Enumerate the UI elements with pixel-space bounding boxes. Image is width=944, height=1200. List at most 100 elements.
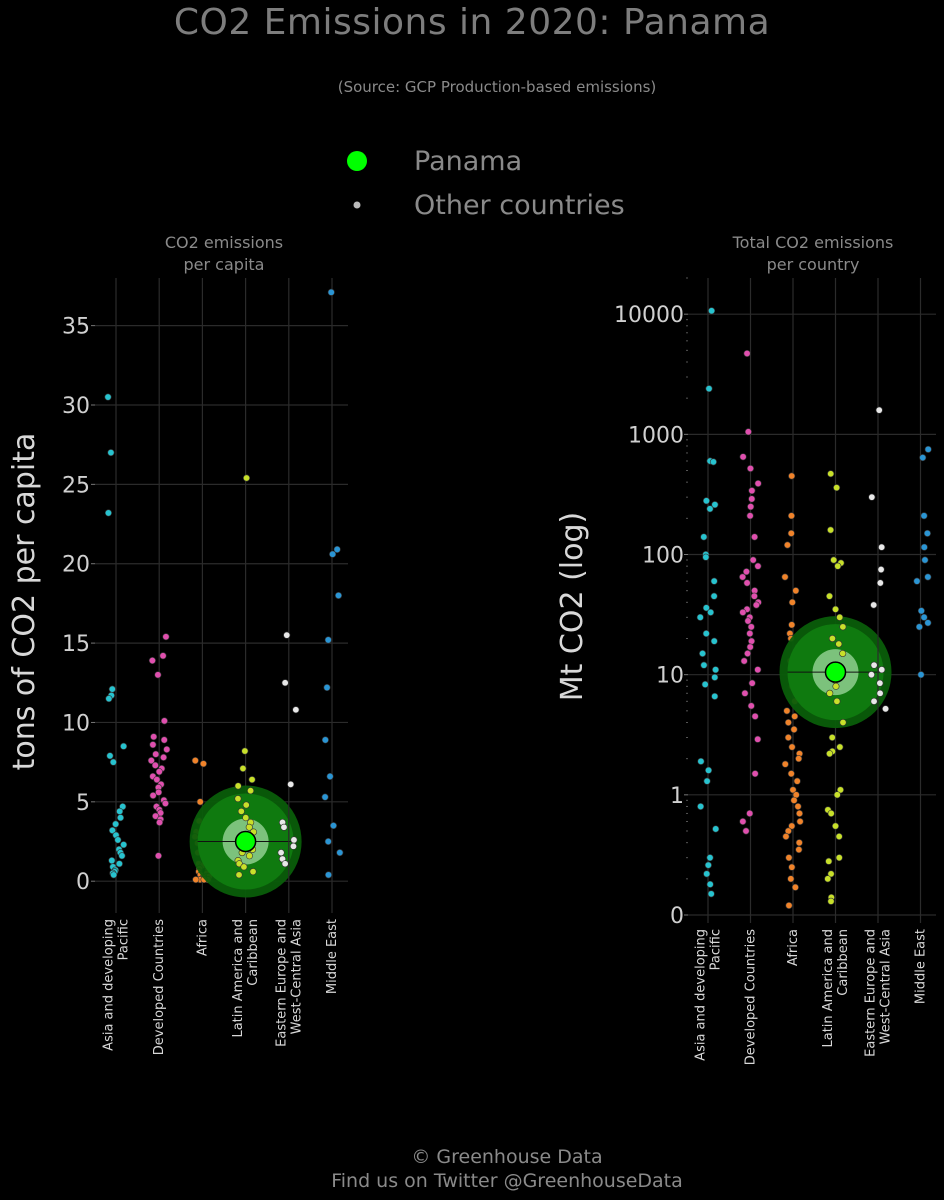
panel2-point-asia-and-developing-pacific xyxy=(702,604,710,612)
panel2-point-developed-countries xyxy=(748,495,756,503)
panel2-point-asia-and-developing-pacific xyxy=(709,458,717,466)
panel2-highlight-halo-outer xyxy=(779,616,892,729)
panel1-point-latin-america-and-caribbean xyxy=(243,842,251,850)
panel1-tick-label-x: Developed Countries xyxy=(152,919,167,1055)
panel1-point-asia-and-developing-pacific xyxy=(107,449,115,457)
panel2-point-eastern-europe-and-west-central-asia xyxy=(876,689,884,697)
panel1-point-africa xyxy=(203,869,211,877)
panel1-point-asia-and-developing-pacific xyxy=(108,857,116,865)
panel2-point-middle-east xyxy=(924,445,932,453)
panel1-point-africa xyxy=(191,833,199,841)
panel2-point-latin-america-and-caribbean xyxy=(833,697,841,705)
panel1-point-middle-east xyxy=(321,793,329,801)
legend-highlight-marker xyxy=(347,151,367,171)
panel1-point-latin-america-and-caribbean xyxy=(239,764,247,772)
panel1-point-developed-countries xyxy=(147,757,155,765)
panel2-point-africa xyxy=(781,573,789,581)
panel2-point-asia-and-developing-pacific xyxy=(703,777,711,785)
panel2-point-latin-america-and-caribbean xyxy=(835,640,843,648)
panel2-point-eastern-europe-and-west-central-asia xyxy=(870,661,878,669)
panel2-point-africa xyxy=(795,755,803,763)
panel1-point-middle-east xyxy=(327,288,335,296)
panel2-tick-label-y: 0 xyxy=(670,904,684,929)
panel2-point-africa xyxy=(795,846,803,854)
panel1-tick-label-x: Eastern Europe and xyxy=(274,919,289,1047)
panel2-point-africa xyxy=(796,750,804,758)
panel2-point-africa xyxy=(795,693,803,701)
panel2-point-developed-countries xyxy=(746,512,754,520)
chart-subtitle: (Source: GCP Production-based emissions) xyxy=(337,78,657,96)
panel2-tick-label-x: West-Central Asia xyxy=(879,929,894,1044)
panel1-point-middle-east xyxy=(336,849,344,857)
panel2-point-africa xyxy=(787,529,795,537)
panel2-point-africa xyxy=(788,472,796,480)
panel2-point-africa xyxy=(781,760,789,768)
panel1-point-latin-america-and-caribbean xyxy=(235,860,243,868)
panel2-point-africa xyxy=(788,822,796,830)
panel2-point-middle-east xyxy=(920,613,928,621)
panel2-point-asia-and-developing-pacific xyxy=(710,592,718,600)
panel1-point-asia-and-developing-pacific xyxy=(111,866,119,874)
panel1-point-asia-and-developing-pacific xyxy=(112,820,120,828)
panel1-y-axis-label: tons of CO2 per capita xyxy=(7,433,42,771)
panel1-point-latin-america-and-caribbean xyxy=(242,801,250,809)
legend-others-marker xyxy=(353,201,361,209)
panel2-point-africa xyxy=(782,833,790,841)
panel2-point-developed-countries xyxy=(751,587,759,595)
panel1-point-middle-east xyxy=(325,871,333,879)
panel1-point-africa xyxy=(205,872,213,880)
panel2-point-latin-america-and-caribbean xyxy=(826,592,834,600)
panel2-point-latin-america-and-caribbean xyxy=(826,750,834,758)
panel2-point-latin-america-and-caribbean xyxy=(828,747,836,755)
panel1-point-africa xyxy=(191,757,199,765)
panel1-point-africa xyxy=(199,861,207,869)
panel1-point-latin-america-and-caribbean xyxy=(240,863,248,871)
panel2-point-latin-america-and-caribbean xyxy=(827,870,835,878)
panel1-point-asia-and-developing-pacific xyxy=(118,852,126,860)
panel1-point-developed-countries xyxy=(153,776,161,784)
panel2-point-eastern-europe-and-west-central-asia xyxy=(870,601,878,609)
panel2-point-africa xyxy=(791,676,799,684)
panel2-point-developed-countries xyxy=(754,598,762,606)
panel1-point-africa xyxy=(192,828,200,836)
panel1-point-latin-america-and-caribbean xyxy=(234,795,242,803)
panel1-point-latin-america-and-caribbean xyxy=(249,868,257,876)
panel2-point-africa xyxy=(787,770,795,778)
panel2-point-developed-countries xyxy=(751,712,759,720)
panel1-point-africa xyxy=(197,842,205,850)
panel2-tick-label-x: Developed Countries xyxy=(744,929,759,1065)
panel2-point-developed-countries xyxy=(746,630,754,638)
panel1-point-africa xyxy=(195,860,203,868)
panel2-point-eastern-europe-and-west-central-asia xyxy=(876,679,884,687)
panel1-tick-label-y: 30 xyxy=(62,394,90,419)
panel1-point-eastern-europe-and-west-central-asia xyxy=(279,855,287,863)
panel2-point-eastern-europe-and-west-central-asia xyxy=(876,579,884,587)
panel1-point-africa xyxy=(195,864,203,872)
panel2-point-asia-and-developing-pacific xyxy=(700,533,708,541)
panel2-point-developed-countries xyxy=(754,562,762,570)
panel1-point-eastern-europe-and-west-central-asia xyxy=(292,706,300,714)
panel1-point-asia-and-developing-pacific xyxy=(115,860,123,868)
panel2-point-africa xyxy=(784,734,792,742)
panel1-point-latin-america-and-caribbean xyxy=(247,787,255,795)
panel1-tick-label-x: Africa xyxy=(195,919,210,956)
panel1-tick-label-x: Pacific xyxy=(117,919,132,960)
panel2-point-developed-countries xyxy=(739,573,747,581)
panel1-point-africa xyxy=(202,872,210,880)
panel2-point-developed-countries xyxy=(747,623,755,631)
panel2-point-latin-america-and-caribbean xyxy=(839,623,847,631)
panel2-point-latin-america-and-caribbean xyxy=(826,689,834,697)
panel1-point-middle-east xyxy=(321,736,329,744)
panel2-point-developed-countries xyxy=(741,689,749,697)
panel2-point-asia-and-developing-pacific xyxy=(701,680,709,688)
panel1-point-asia-and-developing-pacific xyxy=(120,841,128,849)
panel2-point-asia-and-developing-pacific xyxy=(703,870,711,878)
panel1-point-latin-america-and-caribbean xyxy=(249,845,257,853)
panel2-point-africa xyxy=(787,671,795,679)
panel2-tick-label-y: 1000 xyxy=(628,423,684,448)
panel2-point-africa xyxy=(786,630,794,638)
panel1-point-africa xyxy=(196,876,204,884)
panel1-tick-label-y: 5 xyxy=(76,791,90,816)
panel2-point-developed-countries xyxy=(744,428,752,436)
